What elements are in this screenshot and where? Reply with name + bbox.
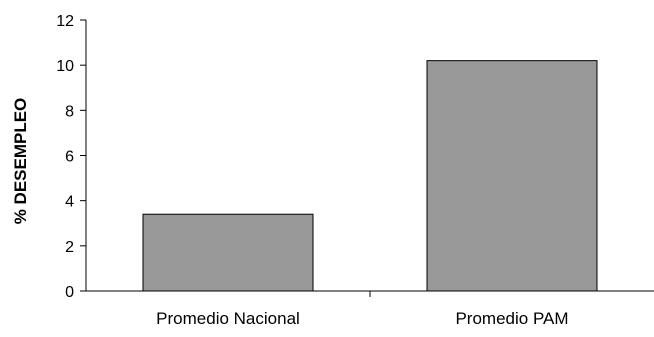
- y-axis-title: % DESEMPLEO: [11, 98, 30, 225]
- y-tick-label: 10: [56, 58, 74, 75]
- plot-area: 0 2 4 6 8 10 12 Promedio Nacional Promedio PAM: [56, 13, 654, 328]
- y-tick-label: 6: [65, 149, 74, 166]
- y-tick-label: 12: [56, 13, 74, 30]
- y-tick-label: 0: [65, 284, 74, 301]
- bar: [142, 213, 314, 292]
- x-category-label: Promedio PAM: [455, 309, 568, 328]
- bar: [426, 60, 598, 292]
- y-tick-label: 4: [65, 194, 74, 211]
- y-tick-label: 2: [65, 239, 74, 256]
- x-category-label: Promedio Nacional: [156, 309, 300, 328]
- y-tick-label: 8: [65, 103, 74, 120]
